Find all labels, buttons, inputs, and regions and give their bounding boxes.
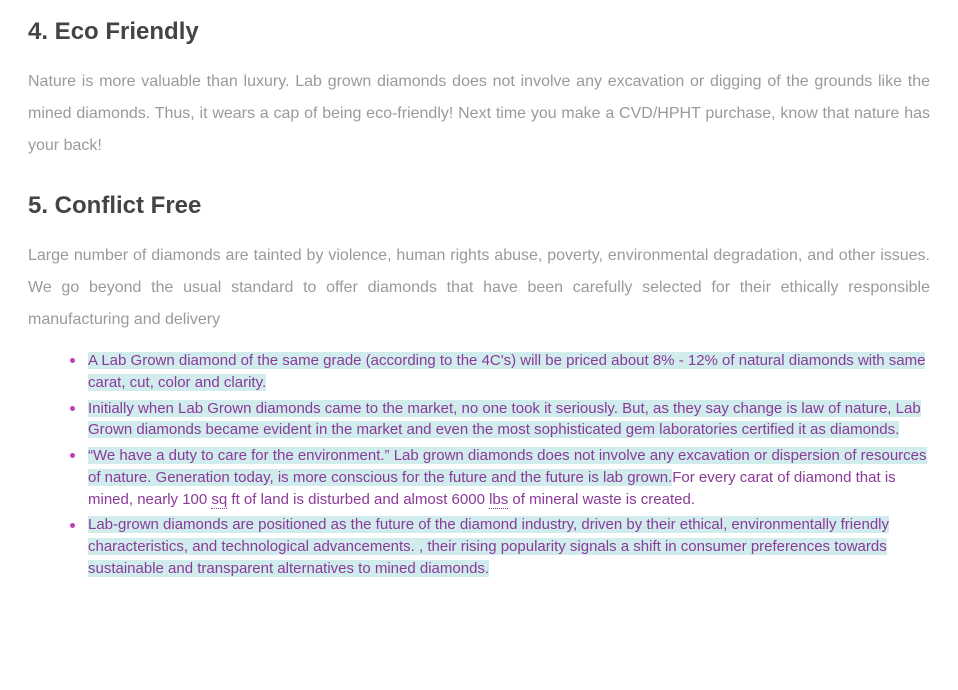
- list-item: “We have a duty to care for the environm…: [70, 445, 930, 510]
- list-item-text: ft of land is disturbed and almost 6000: [227, 491, 489, 508]
- list-item-text: A Lab Grown diamond of the same grade (a…: [88, 352, 925, 391]
- list-item: Lab-grown diamonds are positioned as the…: [70, 514, 930, 579]
- list-item-text: of mineral waste is created.: [508, 491, 695, 508]
- list-item: Initially when Lab Grown diamonds came t…: [70, 398, 930, 442]
- section-heading-eco-friendly: 4. Eco Friendly: [28, 18, 930, 46]
- section-paragraph-eco-friendly: Nature is more valuable than luxury. Lab…: [28, 66, 930, 162]
- section-heading-conflict-free: 5. Conflict Free: [28, 192, 930, 220]
- list-item-text: sq: [211, 491, 227, 509]
- list-item-text: lbs: [489, 491, 508, 509]
- section-paragraph-conflict-free: Large number of diamonds are tainted by …: [28, 240, 930, 336]
- list-item: A Lab Grown diamond of the same grade (a…: [70, 350, 930, 394]
- bullet-list: A Lab Grown diamond of the same grade (a…: [28, 350, 930, 580]
- list-item-text: Lab-grown diamonds are positioned as the…: [88, 516, 889, 577]
- list-item-text: Initially when Lab Grown diamonds came t…: [88, 400, 921, 439]
